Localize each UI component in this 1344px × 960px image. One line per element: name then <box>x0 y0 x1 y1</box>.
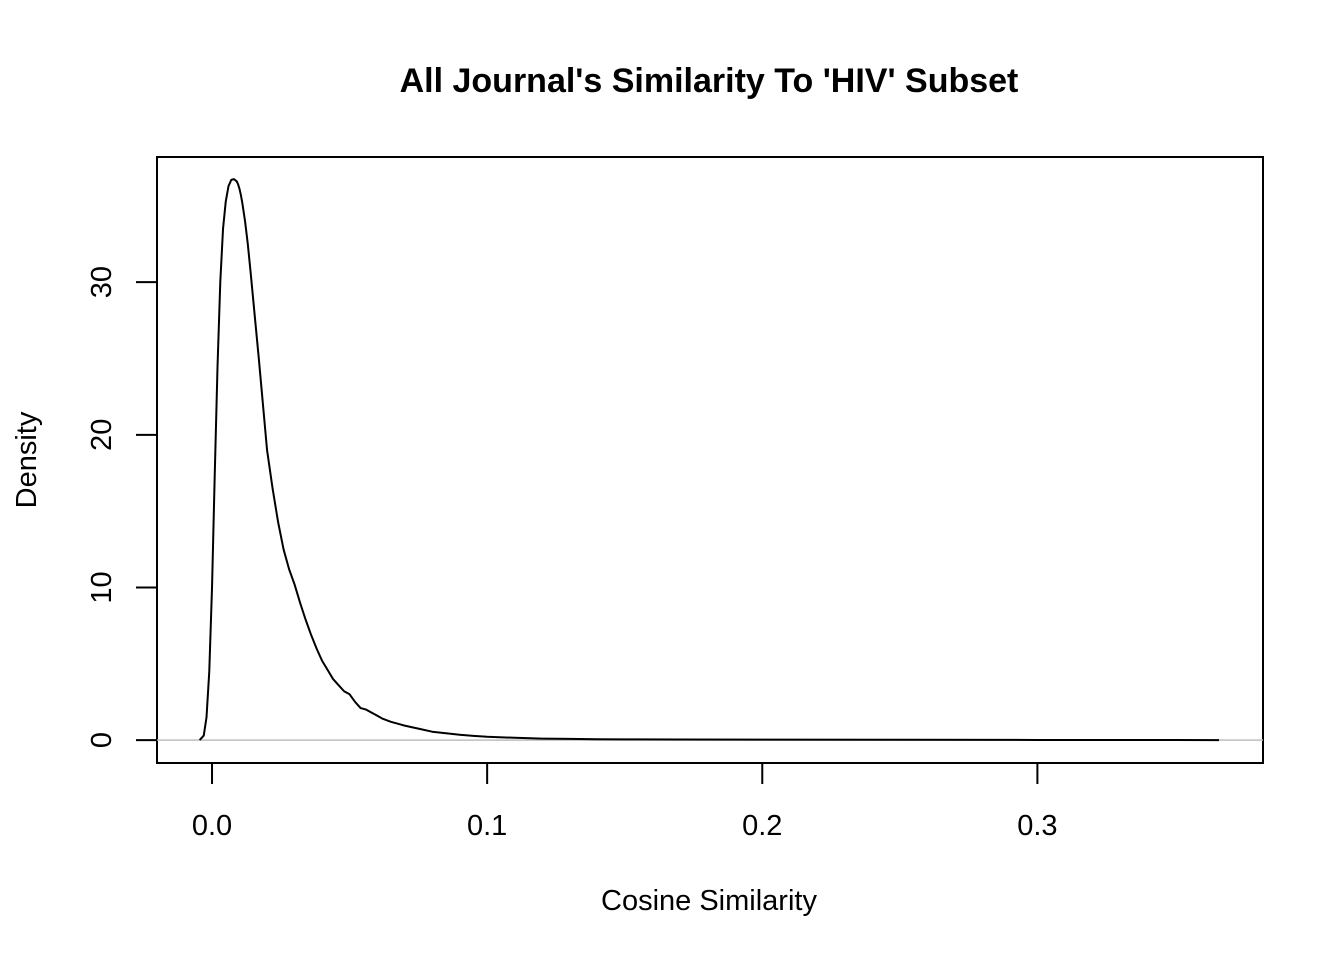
x-axis-label: Cosine Similarity <box>601 885 817 917</box>
y-axis: 0 10 20 30 <box>86 266 158 748</box>
plot-frame <box>156 156 1264 764</box>
y-tick-label: 20 <box>86 419 118 451</box>
x-axis: 0.0 0.1 0.2 0.3 <box>192 762 1058 842</box>
y-tick-label: 0 <box>86 732 118 748</box>
x-tick-label: 0.2 <box>742 810 782 842</box>
y-axis-label: Density <box>11 411 43 508</box>
y-tick-label: 30 <box>86 266 118 298</box>
y-tick-label: 10 <box>86 571 118 603</box>
density-line <box>198 178 1219 742</box>
x-tick-label: 0.3 <box>1017 810 1057 842</box>
x-tick-label: 0.0 <box>192 810 232 842</box>
x-tick-label: 0.1 <box>467 810 507 842</box>
chart-title: All Journal's Similarity To 'HIV' Subset <box>400 62 1019 100</box>
